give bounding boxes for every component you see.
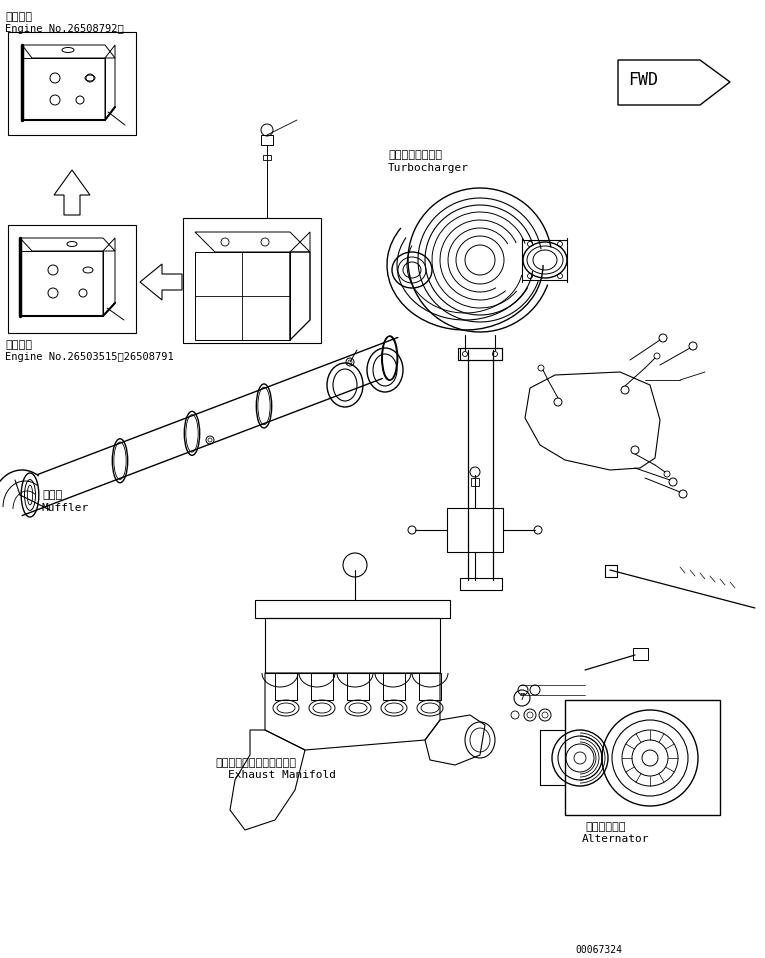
Bar	[460, 348, 502, 360]
Text: Engine No.26508792～: Engine No.26508792～	[5, 24, 124, 34]
Text: Engine No.26503515～26508791: Engine No.26503515～26508791	[5, 352, 174, 362]
Bar	[471, 478, 479, 486]
Bar	[265, 618, 440, 673]
Text: Muffler: Muffler	[42, 503, 90, 513]
Bar	[460, 578, 502, 590]
Text: 00067324: 00067324	[575, 945, 622, 955]
Text: 適用号機: 適用号機	[5, 340, 32, 350]
Text: 7: 7	[519, 694, 525, 702]
Polygon shape	[525, 372, 660, 470]
Bar	[255, 600, 450, 618]
Bar	[183, 218, 321, 343]
Text: エキゾーストマニホールド: エキゾーストマニホールド	[215, 758, 296, 768]
Bar	[8, 225, 136, 333]
Bar	[633, 648, 648, 660]
Bar	[458, 348, 502, 360]
Polygon shape	[54, 170, 90, 215]
Text: FWD: FWD	[628, 71, 658, 89]
Text: マフラ: マフラ	[42, 490, 62, 500]
Text: Alternator: Alternator	[582, 834, 649, 844]
Polygon shape	[140, 264, 182, 300]
Bar	[8, 32, 136, 135]
Bar	[605, 565, 617, 577]
Text: Turbocharger: Turbocharger	[388, 163, 469, 173]
Bar	[565, 700, 720, 815]
Bar	[447, 508, 503, 552]
Bar	[261, 135, 273, 145]
Text: Exhaust Manifold: Exhaust Manifold	[228, 770, 336, 780]
Text: 適用号機: 適用号機	[5, 12, 32, 22]
Polygon shape	[618, 60, 730, 105]
Text: オルタネータ: オルタネータ	[585, 822, 626, 832]
Bar	[263, 155, 271, 160]
Text: ターボチャージャ: ターボチャージャ	[388, 150, 442, 160]
